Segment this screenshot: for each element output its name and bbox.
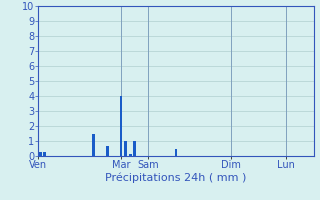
Bar <box>175 148 177 156</box>
Bar <box>133 141 136 156</box>
Bar <box>43 152 45 156</box>
Bar <box>129 154 132 156</box>
Bar <box>124 141 127 156</box>
Bar <box>120 96 122 156</box>
X-axis label: Précipitations 24h ( mm ): Précipitations 24h ( mm ) <box>105 173 247 183</box>
Bar <box>39 152 42 156</box>
Bar <box>92 134 95 156</box>
Bar <box>106 146 108 156</box>
